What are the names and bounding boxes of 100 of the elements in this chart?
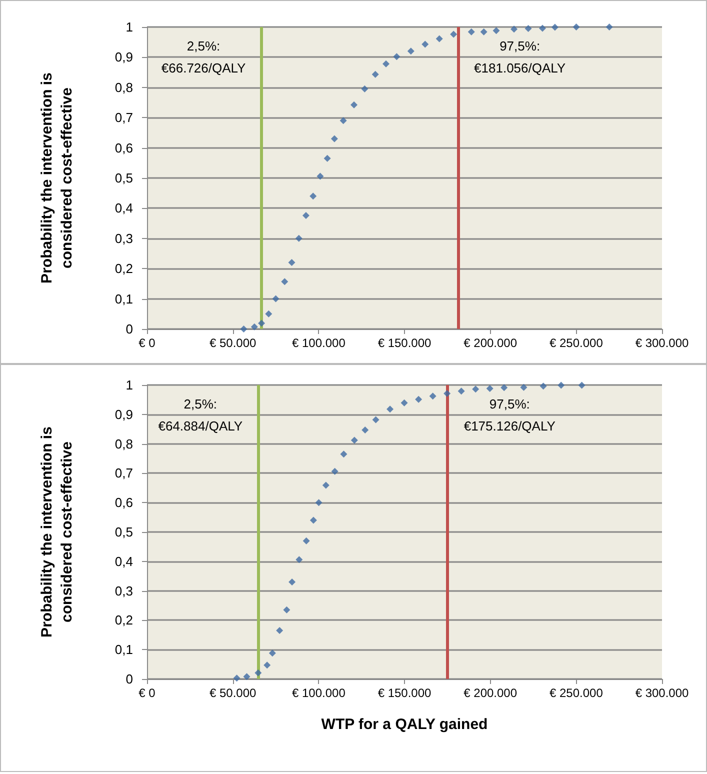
point <box>386 406 394 413</box>
point <box>415 396 422 403</box>
y-tick-label: 0,2 <box>114 261 133 276</box>
point <box>316 172 324 180</box>
point <box>524 25 532 32</box>
point <box>281 278 288 286</box>
y-tick-label: 0,3 <box>114 230 133 246</box>
ref-line-label: 2,5%: €64.884/QALY <box>158 396 243 434</box>
point <box>407 48 414 55</box>
x-tick-label: € 300.000 <box>635 686 690 700</box>
point <box>486 385 494 392</box>
y-tick-label: 0,1 <box>114 291 133 306</box>
y-axis-title: Probability the intervention is considered cost-effective <box>38 426 76 638</box>
point <box>276 626 284 634</box>
point <box>429 392 436 400</box>
point <box>258 320 266 327</box>
point <box>382 60 390 68</box>
x-axis-title: WTP for a QALY gained <box>321 716 488 733</box>
y-tick-label: 0,7 <box>114 466 133 481</box>
point <box>240 326 248 332</box>
point <box>322 482 330 489</box>
point <box>472 386 480 393</box>
x-tick-label: € 0 <box>138 336 156 350</box>
y-tick-label: 0,2 <box>114 612 133 628</box>
point <box>296 556 303 564</box>
point <box>444 390 451 398</box>
y-tick-label: 0,5 <box>114 524 133 540</box>
y-tick-label: 0,6 <box>114 140 133 156</box>
x-tick-label: € 150.000 <box>378 686 432 700</box>
y-tick-label: 0,5 <box>114 170 133 186</box>
point <box>265 310 272 318</box>
point <box>250 323 258 330</box>
x-tick-label: € 100.000 <box>292 336 346 350</box>
x-tick-label: € 250.000 <box>549 686 604 700</box>
x-tick-label: € 200.000 <box>464 686 518 700</box>
point <box>372 416 380 424</box>
y-tick-label: 0,3 <box>114 583 133 598</box>
y-tick-label: 0,8 <box>114 436 133 452</box>
point <box>362 426 369 434</box>
point <box>520 384 528 391</box>
x-tick-label: € 0 <box>138 686 156 700</box>
point <box>350 101 358 108</box>
point <box>393 53 400 60</box>
x-tick-label: € 100.000 <box>292 686 346 700</box>
point <box>450 30 458 38</box>
point <box>288 578 296 586</box>
point <box>492 27 500 34</box>
point <box>538 24 546 32</box>
point <box>340 450 348 458</box>
point <box>272 295 280 302</box>
point <box>331 468 338 475</box>
y-axis-title: Probability the intervention is considered cost-effective <box>38 72 76 284</box>
x-tick-label: € 50.000 <box>209 336 257 350</box>
point <box>330 135 338 142</box>
point <box>295 234 302 242</box>
point <box>302 537 310 544</box>
point <box>578 382 586 389</box>
point <box>458 388 465 395</box>
point <box>436 35 443 42</box>
point <box>283 606 290 614</box>
point <box>310 516 317 524</box>
point <box>254 669 262 676</box>
point <box>324 154 331 162</box>
point <box>350 436 358 444</box>
point <box>361 85 368 92</box>
point <box>233 674 240 682</box>
y-tick-label: 0 <box>126 672 133 686</box>
point <box>468 28 475 36</box>
point <box>243 673 250 680</box>
point <box>302 212 310 219</box>
point <box>310 192 317 200</box>
x-tick-label: € 200.000 <box>464 336 518 350</box>
x-tick-label: € 300.000 <box>635 336 690 350</box>
point <box>340 117 347 124</box>
point <box>268 650 276 657</box>
y-tick-label: 0,9 <box>114 50 133 65</box>
point <box>500 384 508 392</box>
y-tick-label: 0,6 <box>114 495 133 510</box>
ref-line-label: 97,5%: €175.126/QALY <box>464 396 556 434</box>
y-tick-label: 0,1 <box>114 642 133 658</box>
point <box>400 399 408 406</box>
point <box>422 40 429 48</box>
point <box>551 24 558 31</box>
point <box>315 499 322 506</box>
y-tick-label: 0 <box>126 322 133 336</box>
point <box>572 24 580 30</box>
x-tick-label: € 150.000 <box>378 336 432 350</box>
point <box>372 70 379 78</box>
point <box>540 382 547 390</box>
y-tick-label: 0,9 <box>114 406 133 422</box>
point <box>510 26 518 33</box>
point <box>558 382 565 389</box>
y-tick-label: 0,4 <box>114 200 133 216</box>
x-tick-label: € 50.000 <box>209 686 257 700</box>
ref-line-label: 97,5%: €181.056/QALY <box>474 38 566 76</box>
y-tick-label: 1 <box>126 378 133 392</box>
y-tick-label: 0,7 <box>114 110 133 126</box>
x-tick-label: € 250.000 <box>549 336 604 350</box>
point <box>288 259 296 266</box>
point <box>606 24 613 30</box>
